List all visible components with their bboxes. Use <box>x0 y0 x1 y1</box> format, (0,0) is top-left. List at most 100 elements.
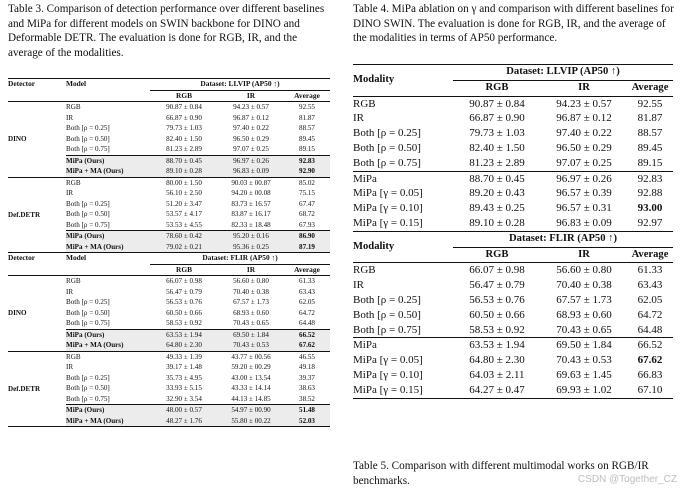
flir-row: Both [ρ = 0.50] 60.50 ± 0.66 68.93 ± 0.60 6… <box>8 308 330 319</box>
rgb-cell: 81.23 ± 2.89 <box>469 156 525 169</box>
modality-cell: Both [ρ = 0.25] <box>353 293 421 306</box>
average-cell: 67.62 <box>284 340 330 351</box>
llvip-row: Both [ρ = 0.50] 82.40 ± 1.50 96.50 ± 0.29 8… <box>8 134 330 145</box>
ir-cell: 56.60 ± 0.80 <box>556 264 612 277</box>
rgb-cell: 66.07 ± 0.98 <box>469 264 525 277</box>
rgb-cell: 56.47 ± 0.79 <box>166 287 202 296</box>
ir-cell: 96.57 ± 0.31 <box>556 202 612 215</box>
average-cell: 49.18 <box>299 363 315 371</box>
ir-cell: 90.03 ± 00.87 <box>231 178 271 187</box>
modality-cell: IR <box>353 279 364 292</box>
modality-cell: IR <box>353 112 364 125</box>
blank-cell <box>66 264 150 276</box>
rgb-cell: 32.90 ± 3.54 <box>166 394 202 403</box>
rgb-cell: 63.53 ± 1.94 <box>469 339 525 352</box>
ir-cell: 70.40 ± 0.38 <box>556 279 612 292</box>
modality-cell: Both [ρ = 0.50] <box>353 141 421 154</box>
model-cell: MiPa + MA (Ours) <box>66 415 150 427</box>
ir-cell: 96.97 ± 0.26 <box>218 155 284 166</box>
flir-row: MiPa [γ = 0.15] 64.27 ± 0.47 69.93 ± 1.02 6… <box>353 383 673 398</box>
rgb-cell: 64.27 ± 0.47 <box>469 383 525 396</box>
llvip-row: Both [ρ = 0.75] 53.53 ± 4.55 82.33 ± 18.48… <box>8 220 330 231</box>
ir-cell: 96.57 ± 0.39 <box>556 187 612 200</box>
llvip-row: Both [ρ = 0.25] 51.20 ± 3.47 83.73 ± 16.57… <box>8 199 330 210</box>
model-cell: IR <box>66 113 74 122</box>
detector-cell: Def.DETR <box>8 210 41 219</box>
ir-cell: 94.20 ± 00.08 <box>231 189 271 197</box>
ir-cell: 70.43 ± 0.65 <box>233 319 269 327</box>
flir-row: Both [ρ = 0.25] 35.73 ± 4.95 43.00 ± 13.54… <box>8 373 330 384</box>
model-cell: Both [ρ = 0.50] <box>66 210 110 218</box>
rgb-cell: 90.87 ± 0.84 <box>166 103 202 111</box>
rgb-cell: 53.57 ± 4.17 <box>166 210 202 218</box>
ir-cell: 67.57 ± 1.73 <box>556 293 612 306</box>
modality-cell: MiPa [γ = 0.05] <box>353 354 423 367</box>
ir-cell: 97.40 ± 0.22 <box>233 124 269 132</box>
model-cell: RGB <box>66 178 81 187</box>
ir-cell: 67.57 ± 1.73 <box>233 298 269 306</box>
llvip-header-row: Modality Dataset: LLVIP (AP50 ↑) <box>353 64 673 85</box>
average-cell: 92.97 <box>637 216 663 229</box>
model-cell: IR <box>66 189 74 197</box>
rgb-cell: 64.80 ± 2.30 <box>150 340 218 351</box>
modality-cell: Both [ρ = 0.50] <box>353 308 421 321</box>
average-cell: 92.88 <box>637 187 663 200</box>
llvip-row: IR 66.87 ± 0.90 96.87 ± 0.12 81.87 <box>8 113 330 124</box>
modality-cell: MiPa [γ = 0.05] <box>353 187 423 200</box>
modality-cell: MiPa <box>353 172 377 185</box>
llvip-row: DINO RGB 90.87 ± 0.84 94.23 ± 0.57 92.55 <box>8 101 330 143</box>
average-cell: 86.90 <box>284 230 330 242</box>
average-cell: 63.43 <box>637 279 663 292</box>
blank-cell <box>8 90 66 102</box>
table3-body: Detector Model Dataset: LLVIP (AP50 ↑) RGB I… <box>8 78 330 429</box>
ir-cell: 94.23 ± 0.57 <box>233 103 269 111</box>
modality-cell: Both [ρ = 0.75] <box>353 156 421 169</box>
average-cell: 67.62 <box>637 354 663 367</box>
average-cell: 81.87 <box>637 112 663 125</box>
llvip-row: MiPa [γ = 0.10] 89.43 ± 0.25 96.57 ± 0.31 9… <box>353 201 673 216</box>
average-cell: 92.55 <box>637 97 663 110</box>
flir-row: MiPa [γ = 0.05] 64.80 ± 2.30 70.43 ± 0.53 6… <box>353 353 673 368</box>
rgb-cell: 88.70 ± 0.45 <box>150 155 218 166</box>
average-cell: 62.05 <box>637 293 663 306</box>
rgb-cell: 81.23 ± 2.89 <box>166 145 202 153</box>
flir-subheader-row: RGB IR Average <box>8 264 330 276</box>
ir-cell: 70.43 ± 0.53 <box>556 354 612 367</box>
rgb-cell: 89.43 ± 0.25 <box>469 202 525 215</box>
rgb-cell: 58.53 ± 0.92 <box>166 319 202 327</box>
average-cell: 62.05 <box>299 298 315 306</box>
average-cell: 92.55 <box>299 103 315 111</box>
ir-cell: 69.50 ± 1.84 <box>556 339 612 352</box>
llvip-dataset-header: Dataset: LLVIP (AP50 ↑) <box>150 78 330 91</box>
model-cell: Both [ρ = 0.25] <box>66 298 110 306</box>
average-cell: 67.10 <box>637 383 663 396</box>
rgb-cell: 66.87 ± 0.90 <box>166 113 202 122</box>
llvip-row: MiPa + MA (Ours) 89.10 ± 0.28 96.83 ± 0.09… <box>8 166 330 177</box>
llvip-header-row: Detector Model Dataset: LLVIP (AP50 ↑) <box>8 78 330 91</box>
rgb-cell: 66.07 ± 0.98 <box>166 277 202 285</box>
table4: Modality Dataset: LLVIP (AP50 ↑) RGB IR Aver… <box>353 64 673 400</box>
detector-cell: DINO <box>8 309 27 317</box>
ir-cell: 43.33 ± 14.14 <box>231 384 271 392</box>
average-cell: 64.72 <box>637 308 663 321</box>
average-cell: 52.03 <box>284 415 330 427</box>
flir-header-row: Detector Model Dataset: FLIR (AP50 ↑) <box>8 252 330 265</box>
flir-row: Both [ρ = 0.50] 60.50 ± 0.66 68.93 ± 0.60 6… <box>353 308 673 323</box>
col-model-header: Model <box>66 79 87 89</box>
rgb-cell: 79.02 ± 0.21 <box>150 241 218 253</box>
llvip-row: Both [ρ = 0.75] 81.23 ± 2.89 97.07 ± 0.25 8… <box>8 144 330 155</box>
rgb-cell: 88.70 ± 0.45 <box>469 172 525 185</box>
modality-cell: MiPa [γ = 0.10] <box>353 368 423 381</box>
llvip-row: IR 56.10 ± 2.50 94.20 ± 00.08 75.15 <box>8 188 330 199</box>
llvip-row: MiPa (Ours) 88.70 ± 0.45 96.97 ± 0.26 92.83 <box>8 155 330 166</box>
modality-cell: MiPa [γ = 0.10] <box>353 202 423 215</box>
table4-caption: Table 4. MiPa ablation on γ and comparis… <box>353 3 674 45</box>
rgb-cell: 79.73 ± 1.03 <box>166 124 202 132</box>
rgb-cell: 89.20 ± 0.43 <box>469 187 525 200</box>
average-cell: 66.52 <box>637 339 663 352</box>
col-model-header: Model <box>66 253 87 263</box>
average-cell: 64.48 <box>637 323 663 336</box>
average-cell: 39.37 <box>299 373 315 382</box>
rgb-cell: 79.73 ± 1.03 <box>469 127 525 140</box>
col-modality-header: Modality <box>353 240 395 252</box>
